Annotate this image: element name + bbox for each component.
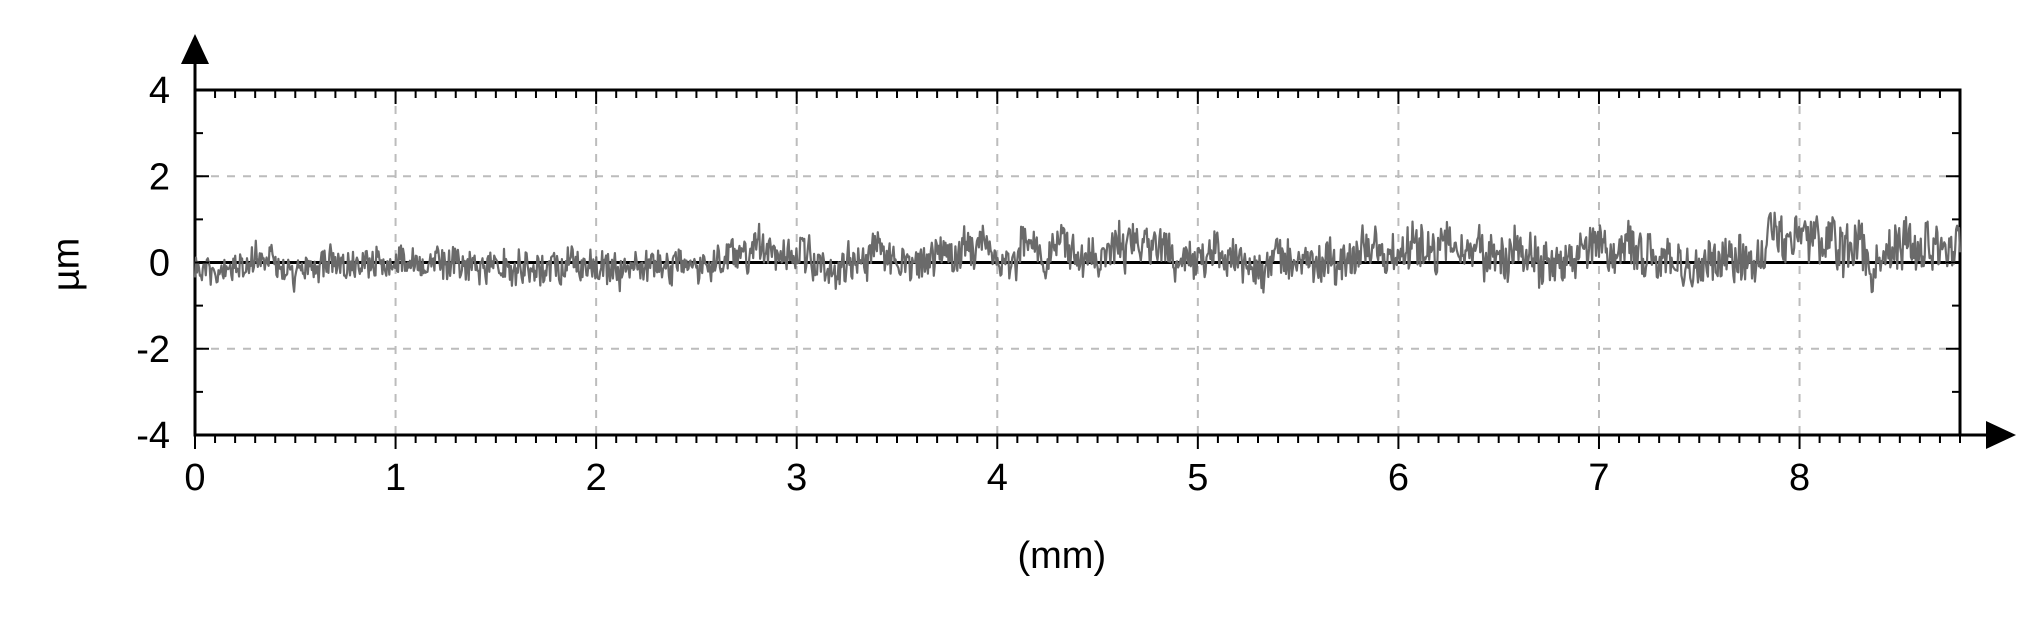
y-tick-label: 4 <box>149 70 170 112</box>
x-tick-label: 3 <box>786 457 807 499</box>
y-tick-label: -4 <box>136 415 170 457</box>
x-tick-label: 2 <box>586 457 607 499</box>
x-axis-label: (mm) <box>1018 535 1107 578</box>
y-tick-label: -2 <box>136 329 170 371</box>
roughness-chart: 0 1 2 3 4 5 6 7 8 -4 -2 0 2 4 µm (mm) <box>0 0 2028 632</box>
x-tick-label: 8 <box>1789 457 1810 499</box>
x-tick-label: 6 <box>1388 457 1409 499</box>
x-tick-label: 0 <box>184 457 205 499</box>
x-tick-label: 4 <box>987 457 1008 499</box>
chart-svg: 0 1 2 3 4 5 6 7 8 -4 -2 0 2 4 <box>0 0 2028 632</box>
x-tick-label: 1 <box>385 457 406 499</box>
y-tick-label: 0 <box>149 243 170 285</box>
x-tick-label: 5 <box>1187 457 1208 499</box>
x-tick-label: 7 <box>1588 457 1609 499</box>
y-tick-label: 2 <box>149 156 170 198</box>
y-axis-label: µm <box>45 237 88 291</box>
